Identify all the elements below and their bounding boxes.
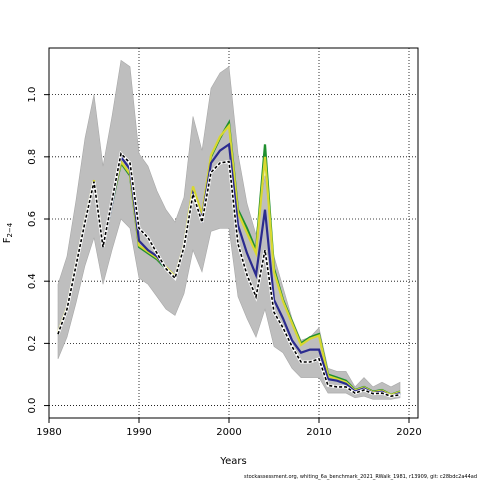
y-axis-title: F2−4 [2, 222, 14, 243]
y-tick-label: 0.2 [27, 335, 38, 351]
x-tick-label: 2010 [306, 427, 331, 438]
y-axis-title-base: F [2, 237, 13, 243]
y-tick-label: 0.4 [27, 273, 38, 289]
y-axis-title-subscript: 2−4 [6, 222, 14, 237]
x-tick-label: 1990 [126, 427, 151, 438]
x-tick-label: 2000 [216, 427, 241, 438]
y-tick-label: 0.6 [27, 211, 38, 227]
series-line-black [57, 152, 401, 398]
series-lines [56, 119, 401, 398]
y-axis: 0.0 0.2 0.4 0.6 0.8 1.0 [27, 87, 49, 414]
x-tick-label: 1980 [36, 427, 61, 438]
x-axis: 1980 1990 2000 2010 2020 [36, 418, 422, 438]
y-tick-label: 0.8 [27, 149, 38, 165]
x-tick-label: 2020 [396, 427, 421, 438]
plot-frame [48, 47, 419, 419]
y-tick-label: 0.0 [27, 398, 38, 414]
x-axis-title: Years [219, 456, 246, 467]
y-tick-label: 1.0 [27, 87, 38, 103]
footnote: stockassessment.org, whiting_6a_benchmar… [244, 474, 477, 480]
